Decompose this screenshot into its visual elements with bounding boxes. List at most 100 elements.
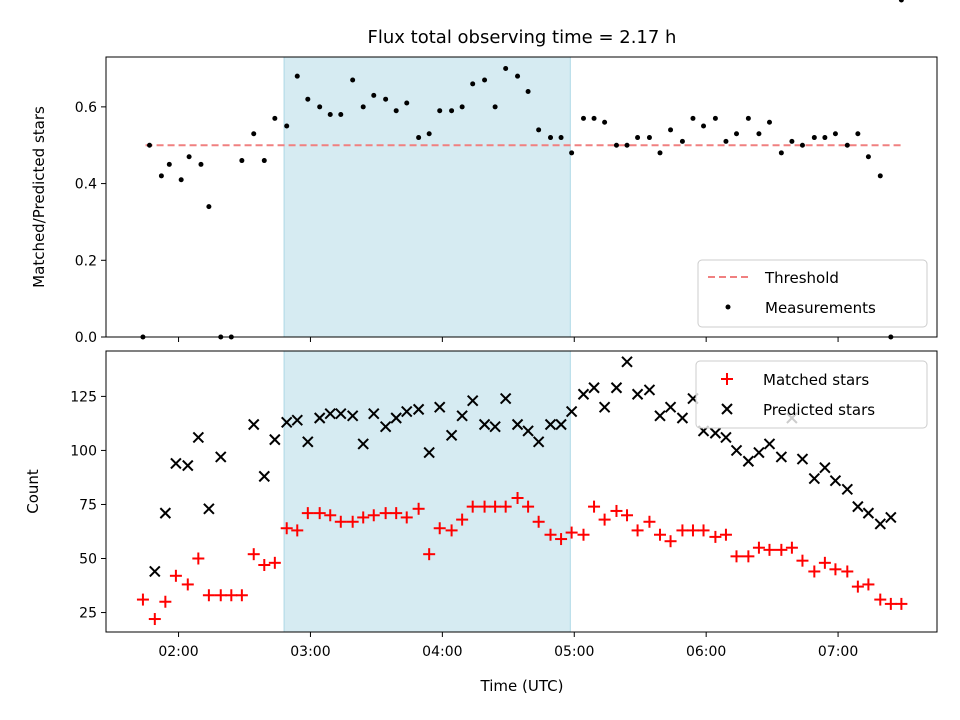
predicted-star-point [149, 565, 161, 578]
measurement-point [624, 142, 630, 148]
measurement-point [350, 77, 356, 83]
measurement-point [613, 142, 619, 148]
measurement-point [778, 150, 784, 156]
predicted-star-point [466, 395, 479, 407]
matched-star-point [412, 502, 425, 515]
matched-star-point [763, 543, 776, 556]
matched-star-point [478, 500, 491, 513]
chart-title: Flux total observing time = 2.17 h [368, 27, 677, 48]
predicted-star-point [709, 427, 722, 439]
predicted-star-point [434, 401, 446, 413]
bottom-y-tick-label: 25 [79, 606, 97, 622]
matched-star-point [456, 513, 469, 526]
matched-star-point [136, 593, 149, 606]
predicted-star-point [302, 436, 314, 448]
matched-star-point [334, 515, 347, 528]
x-axis-label: Time (UTC) [480, 677, 564, 695]
matched-star-point [313, 507, 326, 520]
predicted-star-point [423, 446, 435, 459]
predicted-star-point [412, 403, 425, 416]
measurement-point [482, 77, 488, 83]
matched-star-point [895, 597, 908, 610]
measurement-point [284, 123, 290, 129]
predicted-star-point [335, 407, 347, 420]
measurement-point [426, 131, 432, 137]
predicted-star-point [763, 438, 776, 450]
measurement-point [404, 100, 410, 106]
measurement-point [198, 161, 204, 167]
bottom-y-tick-label: 50 [79, 552, 97, 568]
matched-star-point [588, 500, 601, 513]
matched-star-point [555, 533, 568, 546]
matched-star-point [796, 554, 809, 567]
matched-star-point [577, 528, 590, 541]
matched-star-point [148, 613, 161, 626]
measurement-point [186, 154, 192, 160]
top-y-tick-label: 0.4 [75, 177, 97, 193]
predicted-star-point [159, 507, 172, 519]
measurement-point [470, 81, 476, 87]
matched-star-point [511, 491, 524, 504]
bottom-y-ticks: 25 50 75 100 125 [70, 389, 106, 622]
predicted-star-point [281, 416, 293, 429]
predicted-star-point [445, 429, 458, 442]
measurement-point [690, 115, 696, 121]
measurement-point [789, 138, 795, 144]
top-y-tick-label: 0.6 [75, 100, 97, 116]
measurement-point [580, 115, 586, 121]
matched-star-point [610, 504, 623, 517]
predicted-star-point [291, 414, 303, 426]
predicted-star-point [401, 405, 413, 418]
matched-star-point [565, 526, 578, 539]
measurements-points [140, 0, 904, 340]
matched-star-point [280, 522, 293, 535]
top-x-ticks [178, 337, 839, 342]
predicted-star-point [182, 459, 194, 472]
bottom-y-tick-label: 125 [70, 389, 97, 405]
top-y-tick-label: 0.2 [75, 253, 97, 269]
matched-star-point [181, 578, 194, 591]
measurement-point [855, 131, 861, 137]
legend-predicted-swatch [721, 403, 733, 415]
measurement-point [437, 108, 443, 114]
predicted-star-point [346, 410, 359, 422]
predicted-star-point [676, 412, 689, 424]
measurement-point [503, 66, 509, 72]
matched-star-point [379, 507, 392, 520]
predicted-star-point [248, 418, 260, 431]
measurement-point [383, 96, 389, 102]
predicted-star-point [390, 412, 402, 424]
measurement-point [251, 131, 257, 137]
predicted-star-point [379, 420, 392, 433]
measurement-point [635, 135, 641, 141]
measurement-point [536, 127, 542, 133]
measurement-point [712, 115, 718, 121]
predicted-star-point [489, 420, 501, 433]
measurement-point [898, 0, 904, 3]
predicted-star-point [511, 418, 524, 431]
matched-star-point [225, 589, 238, 602]
measurement-point [239, 158, 245, 164]
bottom-legend: Matched stars Predicted stars [695, 360, 928, 429]
predicted-star-point [654, 410, 666, 422]
measurement-point [756, 131, 762, 137]
matched-star-point [433, 522, 446, 535]
predicted-star-point [819, 462, 831, 474]
matched-star-point [169, 569, 182, 582]
bottom-y-tick-label: 100 [70, 443, 97, 459]
measurement-point [822, 135, 828, 141]
measurement-point [261, 158, 267, 164]
matched-star-point [544, 528, 557, 541]
matched-star-point [390, 507, 403, 520]
predicted-star-point [532, 436, 545, 448]
matched-star-point [499, 500, 512, 513]
predicted-star-point [324, 407, 336, 420]
matched-star-point [357, 511, 370, 524]
matched-star-point [235, 589, 248, 602]
predicted-star-point [368, 407, 380, 420]
matched-star-point [466, 500, 479, 513]
predicted-star-point [862, 507, 875, 519]
bottom-observing-window [283, 350, 571, 633]
matched-star-point [258, 558, 271, 571]
